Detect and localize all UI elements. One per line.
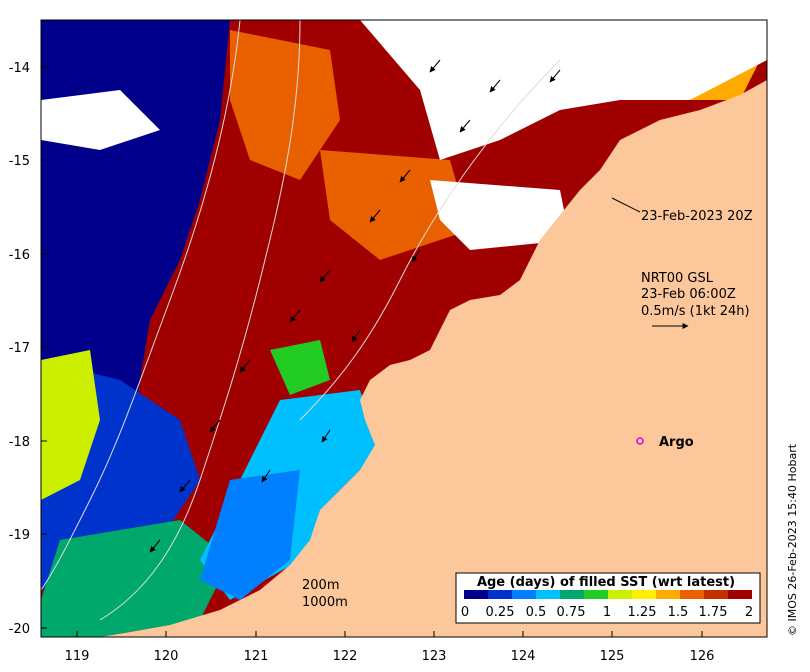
age-zone-orange — [230, 30, 340, 180]
sst-time-pointer — [611, 197, 641, 213]
colorbar-tick-label: 0 — [461, 605, 469, 620]
x-tick-label: 119 — [65, 649, 90, 664]
x-tick-label: 120 — [154, 649, 179, 664]
x-tick-label: 123 — [422, 649, 447, 664]
sst-time-label: 23-Feb-2023 20Z — [641, 209, 753, 224]
y-tick-label: -17 — [9, 341, 30, 356]
age-zone-light-blue — [200, 470, 300, 600]
colorbar-tick-label: 1.5 — [668, 605, 689, 620]
no-data-west — [41, 90, 160, 150]
isobath-200m-legend: 200m — [302, 578, 339, 593]
colorbar-swatch — [584, 590, 608, 599]
colorbar-swatch — [608, 590, 632, 599]
y-tick-label: -16 — [9, 248, 30, 263]
x-tick-label: 122 — [333, 649, 358, 664]
imos-credit: © IMOS 26-Feb-2023 15:40 Hobart — [786, 443, 799, 636]
colorbar-tick-labels: 0 0.25 0.5 0.75 1 1.25 1.5 1.75 2 — [461, 605, 753, 620]
colorbar-swatch — [560, 590, 584, 599]
colorbar-tick-label: 0.25 — [486, 605, 515, 620]
current-source-label: NRT00 GSL — [641, 271, 714, 286]
y-tick-label: -14 — [9, 61, 30, 76]
age-zone-green-2 — [270, 340, 330, 395]
colorbar-swatch — [656, 590, 680, 599]
tick-marks — [41, 66, 703, 637]
argo-float-marker — [636, 437, 644, 445]
y-tick-label: -19 — [9, 528, 30, 543]
colorbar-tick-label: 0.75 — [557, 605, 586, 620]
plot-frame — [40, 19, 768, 638]
current-scale-label: 0.5m/s (1kt 24h) — [641, 304, 750, 319]
no-data-northeast — [360, 20, 767, 160]
no-data-mid — [430, 180, 570, 250]
colorbar-swatch — [728, 590, 752, 599]
map-plot-area — [41, 20, 767, 637]
colorbar-swatch — [704, 590, 728, 599]
colorbar-swatch — [488, 590, 512, 599]
colorbar-title: Age (days) of filled SST (wrt latest) — [477, 575, 735, 590]
age-zone-green — [41, 520, 230, 637]
isobath-inner-line — [299, 59, 561, 421]
argo-label: Argo — [659, 435, 694, 450]
colorbar-tick-label: 1.75 — [699, 605, 728, 620]
x-tick-label: 121 — [244, 649, 269, 664]
land-kimberley-coast — [100, 80, 767, 637]
isobath-1000m-line — [99, 20, 301, 621]
isobath-200m-line — [41, 20, 241, 591]
x-axis-labels: 119 120 121 122 123 124 125 126 — [65, 649, 715, 664]
x-tick-label: 126 — [690, 649, 715, 664]
colorbar-swatch — [632, 590, 656, 599]
colorbar-swatch — [536, 590, 560, 599]
colorbar-swatches — [464, 590, 752, 599]
colorbar-swatch — [512, 590, 536, 599]
colorbar-tick-label: 1 — [603, 605, 611, 620]
x-tick-label: 124 — [511, 649, 536, 664]
y-tick-label: -15 — [9, 154, 30, 169]
colorbar-tick-label: 1.25 — [628, 605, 657, 620]
y-tick-label: -18 — [9, 435, 30, 450]
colorbar: Age (days) of filled SST (wrt latest) 0 … — [455, 572, 761, 624]
colorbar-tick-label: 0.5 — [526, 605, 547, 620]
current-vectors — [149, 59, 561, 553]
y-tick-label: -20 — [9, 622, 30, 637]
isobath-1000m-legend: 1000m — [302, 595, 348, 610]
age-zone-orange-2 — [320, 150, 470, 260]
y-axis-labels: -14 -15 -16 -17 -18 -19 -20 — [9, 61, 30, 637]
colorbar-swatch — [464, 590, 488, 599]
current-time-label: 23-Feb 06:00Z — [641, 287, 736, 302]
x-tick-label: 125 — [600, 649, 625, 664]
age-zone-yellow — [41, 350, 100, 500]
colorbar-tick-label: 2 — [745, 605, 753, 620]
colorbar-swatch — [680, 590, 704, 599]
